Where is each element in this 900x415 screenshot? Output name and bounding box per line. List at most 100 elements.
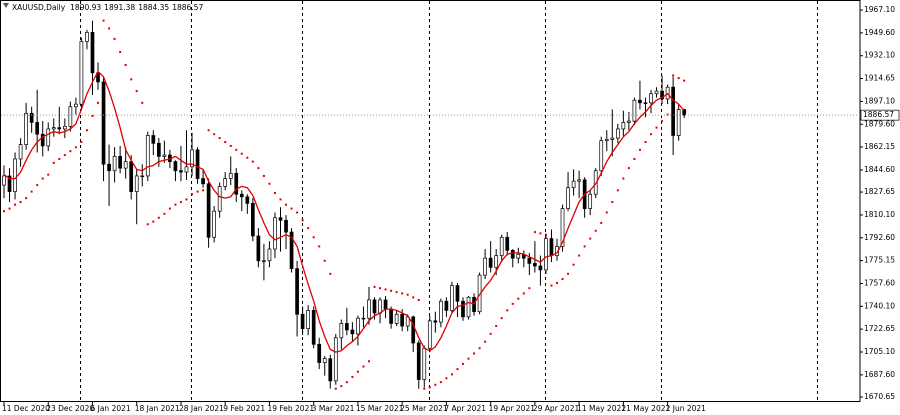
candle-body: [450, 285, 454, 311]
sar-dot: [423, 387, 426, 390]
y-tick-label: 1705.10: [864, 347, 895, 356]
candle-body: [2, 175, 6, 186]
candle-body: [461, 300, 465, 318]
sar-dot: [484, 340, 487, 343]
y-tick-label: 1967.10: [864, 5, 895, 14]
x-tick-label: 11 Dec 2020: [2, 404, 50, 413]
x-tick-label: 11 May 2021: [577, 404, 626, 413]
candle-body: [472, 296, 476, 313]
candle-body: [217, 186, 222, 212]
sar-dot: [202, 189, 205, 192]
candle-body: [145, 135, 150, 177]
candle-body: [29, 112, 34, 123]
sar-dot: [644, 141, 647, 144]
sar-dot: [130, 78, 133, 81]
candle-body: [212, 210, 216, 238]
candle-body: [510, 249, 515, 259]
candle-body: [322, 358, 327, 363]
y-tick-label: 1932.10: [864, 51, 895, 60]
sar-dot: [578, 254, 581, 257]
sar-dot: [401, 292, 404, 295]
sar-dot: [218, 137, 221, 140]
candle-body: [262, 260, 266, 262]
x-tick-label: 3 Mar 2021: [312, 404, 355, 413]
candle-body: [317, 343, 322, 363]
candle-body: [350, 329, 355, 335]
sar-dot: [240, 152, 243, 155]
candle-body: [660, 90, 664, 100]
candle-body: [356, 317, 360, 335]
sar-dot: [307, 227, 310, 230]
x-tick-label: 19 Apr 2021: [489, 404, 536, 413]
sar-dot: [561, 278, 564, 281]
sar-dot: [119, 50, 122, 53]
sar-dot: [47, 173, 50, 176]
sar-dot: [677, 77, 680, 80]
candle-body: [682, 109, 687, 116]
sar-dot: [146, 223, 149, 226]
sar-dot: [301, 219, 304, 222]
sar-dot: [379, 287, 382, 290]
candle-body: [112, 156, 117, 172]
sar-dot: [345, 381, 348, 384]
sar-dot: [80, 141, 83, 144]
candle-body: [549, 238, 554, 256]
sar-dot: [318, 245, 321, 248]
sar-dot: [273, 191, 276, 194]
candle-body: [544, 238, 548, 271]
candle-body: [405, 316, 410, 327]
sar-dot: [30, 190, 33, 193]
candle-body: [422, 347, 427, 380]
candle-body: [560, 208, 565, 247]
sar-dot: [329, 272, 332, 275]
sar-dot: [511, 302, 514, 305]
sar-dot: [622, 177, 625, 180]
candle-body: [62, 125, 67, 130]
sar-dot: [439, 381, 442, 384]
candle-body: [483, 257, 487, 276]
sar-dot: [52, 161, 55, 164]
candle-body: [466, 296, 471, 318]
candle-body: [416, 342, 421, 380]
sar-dot: [445, 377, 448, 380]
sar-dot: [69, 150, 72, 153]
sar-dot: [135, 90, 138, 93]
sar-dot: [262, 174, 265, 177]
candle-body: [627, 120, 631, 123]
candle-body: [615, 128, 620, 139]
y-tick-label: 1897.10: [864, 96, 895, 105]
candle-body: [245, 196, 250, 204]
sar-dot: [600, 221, 603, 224]
sar-dot: [207, 129, 210, 132]
sar-dot: [495, 325, 498, 328]
candle-body: [173, 161, 178, 172]
sar-dot: [268, 182, 271, 185]
sar-dot: [473, 352, 476, 355]
y-tick-label: 1827.65: [864, 187, 895, 196]
y-tick-label: 1844.60: [864, 165, 895, 174]
sar-dot: [213, 133, 216, 136]
sar-dot: [14, 203, 17, 206]
sar-dot: [36, 184, 39, 187]
sar-dot: [661, 120, 664, 123]
sar-dot: [434, 383, 437, 386]
candle-body: [201, 178, 205, 185]
candle-body: [367, 299, 371, 319]
candle-body: [256, 235, 261, 262]
candle-body: [18, 144, 23, 160]
sar-dot: [285, 203, 288, 206]
sar-dot: [373, 285, 376, 288]
candle-body: [577, 179, 581, 182]
sar-dot: [351, 375, 354, 378]
candle-body: [57, 127, 62, 130]
candle-body: [295, 268, 299, 315]
candle-body: [488, 257, 493, 268]
sar-dot: [633, 157, 636, 160]
sar-dot: [296, 211, 299, 214]
y-tick-label: 1914.65: [864, 74, 895, 83]
candle-body: [533, 263, 537, 267]
sar-dot: [323, 259, 326, 262]
candle-body: [527, 257, 532, 264]
sar-dot: [506, 309, 509, 312]
